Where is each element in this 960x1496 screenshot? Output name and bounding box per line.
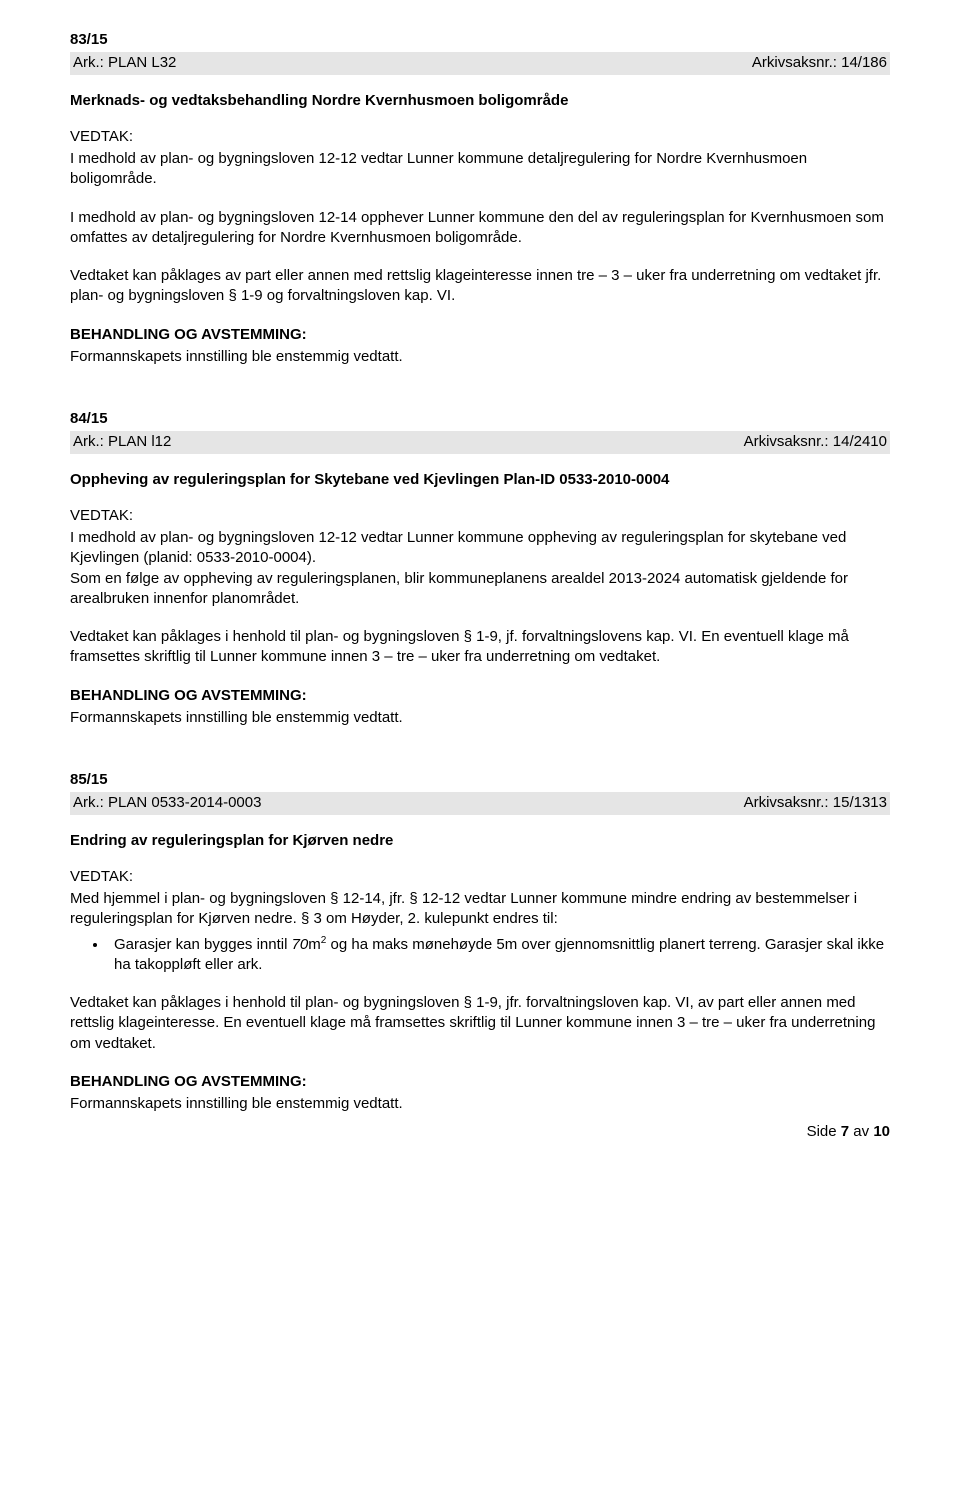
- ark-left: Ark.: PLAN L32: [73, 53, 176, 73]
- case-title: Endring av reguleringsplan for Kjørven n…: [70, 831, 890, 851]
- footer-mid: av: [849, 1123, 873, 1140]
- paragraph: Med hjemmel i plan- og bygningsloven § 1…: [70, 889, 890, 930]
- paragraph: I medhold av plan- og bygningsloven 12-1…: [70, 208, 890, 249]
- case-title: Merknads- og vedtaksbehandling Nordre Kv…: [70, 91, 890, 111]
- paragraph: Vedtaket kan påklages i henhold til plan…: [70, 993, 890, 1054]
- case-number: 83/15: [70, 30, 890, 50]
- behandling-text: Formannskapets innstilling ble enstemmig…: [70, 1094, 890, 1114]
- vedtak-label: VEDTAK:: [70, 867, 890, 887]
- page-footer: Side 7 av 10: [70, 1122, 890, 1142]
- footer-pre: Side: [807, 1123, 841, 1140]
- spacer: [70, 367, 890, 409]
- spacer: [70, 728, 890, 770]
- ark-right: Arkivsaksnr.: 15/1313: [744, 793, 887, 813]
- case-block-85: 85/15 Ark.: PLAN 0533-2014-0003 Arkivsak…: [70, 770, 890, 1114]
- vedtak-label: VEDTAK:: [70, 127, 890, 147]
- paragraph: Vedtaket kan påklages av part eller anne…: [70, 266, 890, 307]
- ark-right: Arkivsaksnr.: 14/186: [752, 53, 887, 73]
- case-block-83: 83/15 Ark.: PLAN L32 Arkivsaksnr.: 14/18…: [70, 30, 890, 367]
- behandling-label: BEHANDLING OG AVSTEMMING:: [70, 325, 890, 345]
- behandling-label: BEHANDLING OG AVSTEMMING:: [70, 1072, 890, 1092]
- behandling-text: Formannskapets innstilling ble enstemmig…: [70, 708, 890, 728]
- vedtak-label: VEDTAK:: [70, 506, 890, 526]
- behandling-label: BEHANDLING OG AVSTEMMING:: [70, 686, 890, 706]
- ark-right: Arkivsaksnr.: 14/2410: [744, 432, 887, 452]
- bullet-text-a: Garasjer kan bygges inntil: [114, 936, 292, 953]
- paragraph: Som en følge av oppheving av regulerings…: [70, 569, 890, 610]
- case-title: Oppheving av reguleringsplan for Skyteba…: [70, 470, 890, 490]
- ark-row: Ark.: PLAN L32 Arkivsaksnr.: 14/186: [70, 52, 890, 74]
- ark-left: Ark.: PLAN 0533-2014-0003: [73, 793, 261, 813]
- case-number: 85/15: [70, 770, 890, 790]
- bullet-italic: 70: [292, 936, 309, 953]
- bullet-list: Garasjer kan bygges inntil 70m2 og ha ma…: [70, 934, 890, 976]
- bullet-text-b: m: [308, 936, 321, 953]
- case-number: 84/15: [70, 409, 890, 429]
- footer-page: 7: [841, 1123, 849, 1140]
- ark-left: Ark.: PLAN l12: [73, 432, 171, 452]
- list-item: Garasjer kan bygges inntil 70m2 og ha ma…: [108, 934, 890, 976]
- case-block-84: 84/15 Ark.: PLAN l12 Arkivsaksnr.: 14/24…: [70, 409, 890, 728]
- ark-row: Ark.: PLAN 0533-2014-0003 Arkivsaksnr.: …: [70, 792, 890, 814]
- footer-total: 10: [873, 1123, 890, 1140]
- paragraph: I medhold av plan- og bygningsloven 12-1…: [70, 528, 890, 569]
- paragraph: I medhold av plan- og bygningsloven 12-1…: [70, 149, 890, 190]
- ark-row: Ark.: PLAN l12 Arkivsaksnr.: 14/2410: [70, 431, 890, 453]
- behandling-text: Formannskapets innstilling ble enstemmig…: [70, 347, 890, 367]
- paragraph: Vedtaket kan påklages i henhold til plan…: [70, 627, 890, 668]
